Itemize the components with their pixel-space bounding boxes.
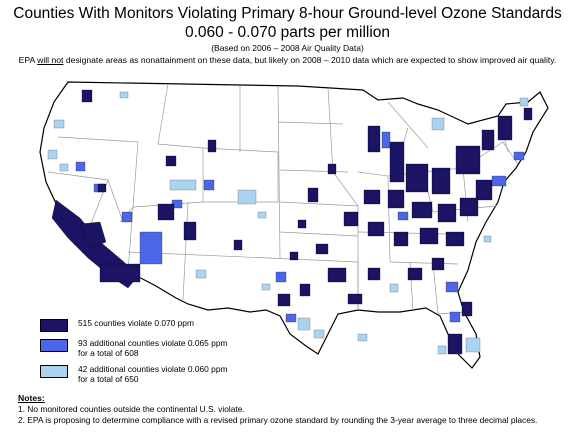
legend-item-060: 42 additional counties violate 0.060 ppm… [40, 364, 270, 384]
legend-label-060: 42 additional counties violate 0.060 ppm [78, 364, 228, 374]
legend-total-065: for a total of 608 [78, 348, 139, 358]
note-1: 1. No monitored counties outside the con… [18, 404, 245, 414]
note-2: 2. EPA is proposing to determine complia… [18, 415, 538, 425]
legend-item-070: 515 counties violate 0.070 ppm [40, 318, 270, 332]
counties-070 [51, 89, 533, 355]
epa-note-prefix: EPA [18, 55, 38, 65]
legend-item-065: 93 additional counties violate 0.065 ppm… [40, 338, 270, 358]
legend-label-070: 515 counties violate 0.070 ppm [78, 318, 194, 328]
counties-060 [47, 91, 529, 355]
legend-swatch-070 [40, 319, 68, 332]
map-subtitle: 0.060 - 0.070 parts per million [184, 24, 391, 41]
epa-note-suffix: designate areas as nonattainment on thes… [63, 55, 557, 65]
legend-label-065: 93 additional counties violate 0.065 ppm [78, 338, 228, 348]
map-legend: 515 counties violate 0.070 ppm 93 additi… [40, 318, 270, 390]
legend-swatch-060 [40, 365, 68, 378]
map-title: Counties With Monitors Violating Primary… [13, 5, 562, 22]
epa-note-emphasis: will not [37, 55, 64, 65]
epa-note: EPA will not designate areas as nonattai… [0, 54, 575, 66]
legend-swatch-065 [40, 339, 68, 352]
legend-total-060: for a total of 650 [78, 374, 139, 384]
notes: Notes: 1. No monitored counties outside … [18, 393, 568, 426]
us-county-map [39, 81, 549, 369]
header: Counties With Monitors Violating Primary… [0, 4, 575, 66]
notes-title: Notes: [18, 393, 45, 403]
data-basis: (Based on 2006 – 2008 Air Quality Data) [211, 43, 364, 53]
counties-065 [75, 131, 525, 323]
